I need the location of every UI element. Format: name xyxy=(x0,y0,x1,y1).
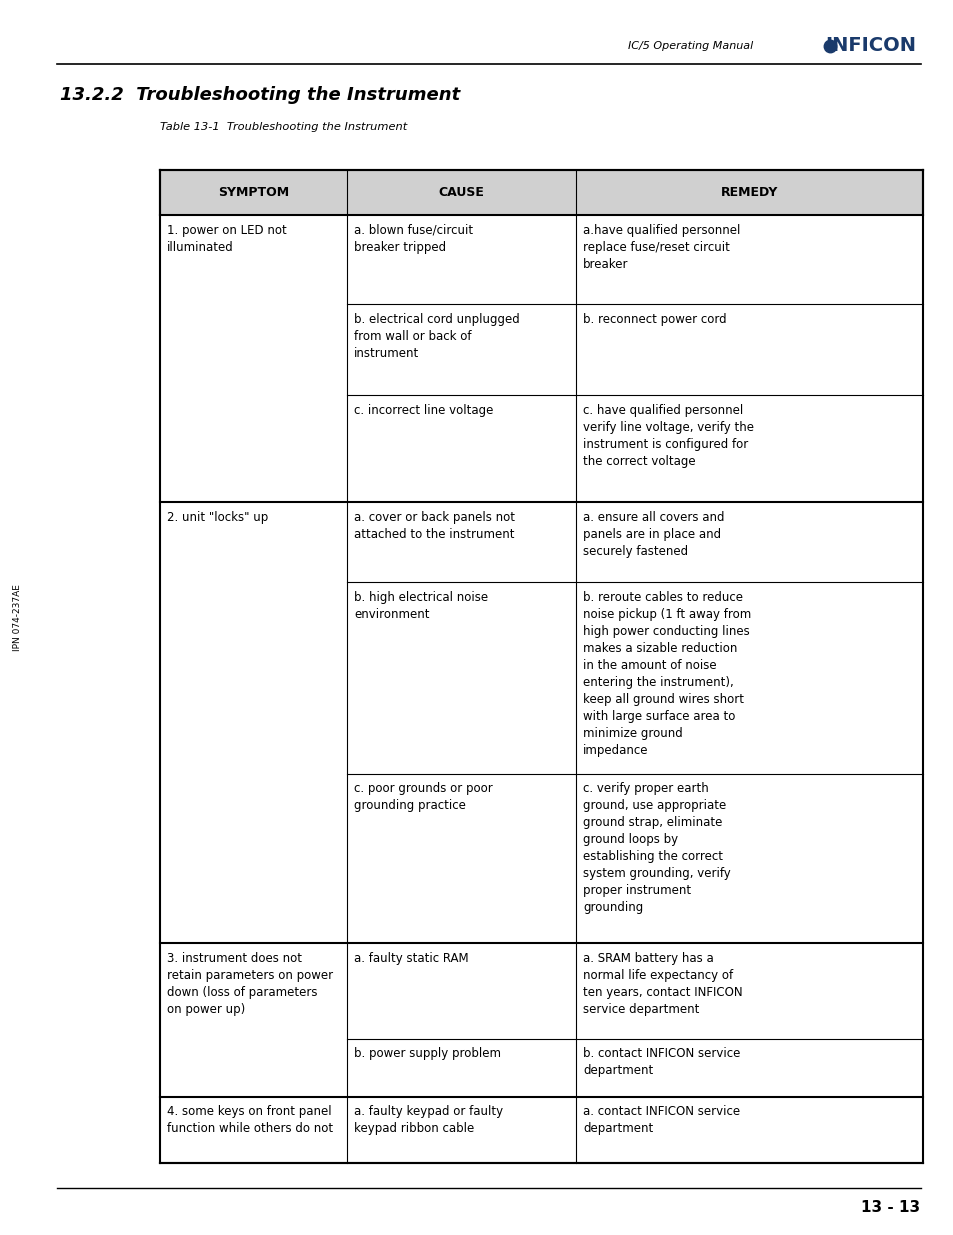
Text: a. ensure all covers and
panels are in place and
securely fastened: a. ensure all covers and panels are in p… xyxy=(582,511,723,558)
Text: Table 13-1  Troubleshooting the Instrument: Table 13-1 Troubleshooting the Instrumen… xyxy=(160,122,407,132)
Text: IC/5 Operating Manual: IC/5 Operating Manual xyxy=(628,41,753,51)
Text: c. have qualified personnel
verify line voltage, verify the
instrument is config: c. have qualified personnel verify line … xyxy=(582,404,753,468)
Text: b. reroute cables to reduce
noise pickup (1 ft away from
high power conducting l: b. reroute cables to reduce noise pickup… xyxy=(582,590,750,757)
Text: b. high electrical noise
environment: b. high electrical noise environment xyxy=(354,590,488,621)
Text: b. contact INFICON service
department: b. contact INFICON service department xyxy=(582,1047,740,1077)
Text: REMEDY: REMEDY xyxy=(720,186,778,199)
Text: CAUSE: CAUSE xyxy=(438,186,484,199)
Text: IPN 074-237AE: IPN 074-237AE xyxy=(12,584,22,651)
Text: a. faulty static RAM: a. faulty static RAM xyxy=(354,952,468,965)
Bar xyxy=(160,170,923,215)
Text: 13.2.2  Troubleshooting the Instrument: 13.2.2 Troubleshooting the Instrument xyxy=(60,86,460,104)
Text: 1. power on LED not
illuminated: 1. power on LED not illuminated xyxy=(167,224,287,253)
Text: 4. some keys on front panel
function while others do not: 4. some keys on front panel function whi… xyxy=(167,1105,333,1135)
Text: b. reconnect power cord: b. reconnect power cord xyxy=(582,312,726,326)
Text: a. SRAM battery has a
normal life expectancy of
ten years, contact INFICON
servi: a. SRAM battery has a normal life expect… xyxy=(582,952,741,1015)
Text: a. blown fuse/circuit
breaker tripped: a. blown fuse/circuit breaker tripped xyxy=(354,224,473,253)
Text: a. cover or back panels not
attached to the instrument: a. cover or back panels not attached to … xyxy=(354,511,515,541)
Text: c. verify proper earth
ground, use appropriate
ground strap, eliminate
ground lo: c. verify proper earth ground, use appro… xyxy=(582,783,730,914)
Text: INFICON: INFICON xyxy=(824,36,915,56)
Text: 3. instrument does not
retain parameters on power
down (loss of parameters
on po: 3. instrument does not retain parameters… xyxy=(167,952,333,1015)
Text: c. incorrect line voltage: c. incorrect line voltage xyxy=(354,404,493,417)
Text: b. power supply problem: b. power supply problem xyxy=(354,1047,500,1061)
Text: 2. unit "locks" up: 2. unit "locks" up xyxy=(167,511,268,524)
Text: c. poor grounds or poor
grounding practice: c. poor grounds or poor grounding practi… xyxy=(354,783,492,813)
Text: a. faulty keypad or faulty
keypad ribbon cable: a. faulty keypad or faulty keypad ribbon… xyxy=(354,1105,502,1135)
Text: a. contact INFICON service
department: a. contact INFICON service department xyxy=(582,1105,740,1135)
Text: 13 - 13: 13 - 13 xyxy=(861,1200,920,1215)
Text: a.have qualified personnel
replace fuse/reset circuit
breaker: a.have qualified personnel replace fuse/… xyxy=(582,224,740,270)
Text: SYMPTOM: SYMPTOM xyxy=(218,186,289,199)
Text: b. electrical cord unplugged
from wall or back of
instrument: b. electrical cord unplugged from wall o… xyxy=(354,312,519,359)
